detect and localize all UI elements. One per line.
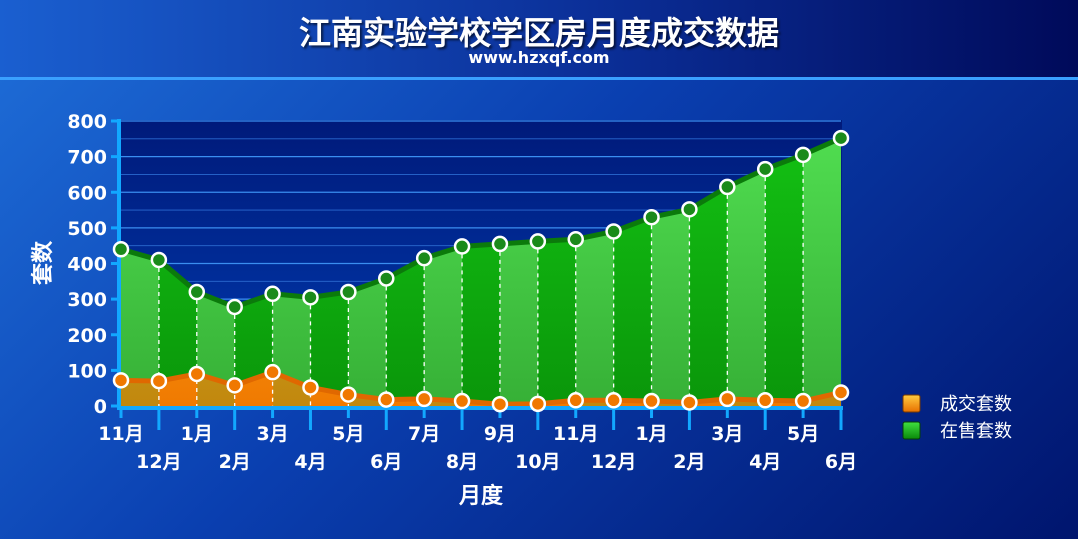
point-listing: [226, 298, 243, 316]
point-listing: [188, 283, 206, 301]
point-deals: [453, 392, 471, 410]
point-deals: [567, 392, 584, 409]
point-deals: [794, 392, 812, 410]
x-tick-label: 5月: [787, 423, 819, 445]
point-listing: [643, 208, 660, 226]
header-divider: [0, 77, 1078, 80]
x-tick-label: 11月: [553, 423, 598, 445]
x-tick-label: 12月: [591, 451, 636, 473]
point-deals: [188, 365, 206, 383]
legend-swatch-listing: [902, 421, 921, 440]
x-tick-label: 4月: [749, 451, 781, 473]
x-tick-label: 10月: [515, 451, 560, 473]
point-deals: [832, 384, 850, 401]
point-deals: [605, 392, 622, 409]
point-deals: [681, 394, 698, 411]
point-listing: [415, 249, 433, 267]
x-tick-label: 3月: [711, 423, 743, 445]
x-tick-label: 4月: [294, 451, 326, 473]
x-tick-label: 6月: [370, 451, 402, 473]
y-tick-label: 500: [67, 218, 107, 240]
point-listing: [681, 201, 698, 218]
y-tick-label: 300: [67, 289, 107, 311]
x-tick-label: 7月: [408, 423, 440, 445]
legend-label-deals: 成交套数: [940, 394, 1012, 415]
point-listing: [378, 270, 395, 287]
x-tick-label: 1月: [635, 423, 667, 445]
x-tick-label: 11月: [98, 423, 143, 445]
legend-swatch-deals: [902, 394, 921, 413]
x-tick-label: 8月: [446, 451, 478, 473]
point-listing: [491, 235, 509, 253]
point-listing: [150, 251, 168, 269]
point-deals: [150, 372, 168, 390]
data-points: [112, 129, 850, 413]
y-tick-label: 400: [67, 254, 107, 276]
x-tick-label: 9月: [484, 423, 516, 445]
x-tick-label: 6月: [825, 451, 857, 473]
point-listing: [264, 285, 281, 303]
point-listing: [719, 178, 736, 196]
point-listing: [567, 231, 584, 248]
point-deals: [112, 372, 130, 389]
y-tick-label: 700: [67, 147, 107, 169]
y-axis-title: 套数: [30, 240, 56, 285]
axes: [111, 119, 843, 430]
point-deals: [529, 395, 547, 413]
legend-label-listing: 在售套数: [940, 421, 1012, 442]
x-tick-label: 2月: [219, 451, 251, 473]
point-listing: [340, 283, 357, 301]
point-deals: [264, 363, 281, 381]
point-listing: [605, 223, 622, 240]
point-listing: [112, 241, 130, 258]
point-listing: [302, 289, 319, 306]
x-tick-label: 5月: [332, 423, 364, 445]
header-bar: [0, 0, 1078, 78]
x-tick-label: 2月: [673, 451, 705, 473]
point-listing: [453, 238, 471, 255]
point-deals: [643, 392, 660, 410]
point-deals: [719, 390, 736, 408]
y-tick-label: 100: [67, 360, 107, 382]
point-listing: [529, 233, 547, 250]
y-tick-label: 800: [67, 111, 107, 133]
point-deals: [491, 395, 509, 413]
area-band: [803, 138, 841, 406]
y-tick-label: 600: [67, 182, 107, 204]
point-listing: [832, 129, 850, 147]
point-listing: [756, 160, 774, 178]
point-deals: [415, 390, 433, 408]
x-axis-title: 月度: [458, 483, 504, 509]
point-deals: [378, 391, 395, 408]
point-deals: [756, 392, 774, 409]
tick-labels: 010020030040050060070080011月12月1月2月3月4月5…: [67, 111, 857, 473]
x-tick-label: 12月: [136, 451, 181, 473]
page-subtitle: www.hzxqf.com: [468, 48, 610, 67]
point-deals: [226, 377, 243, 394]
area-band: [765, 138, 804, 406]
point-deals: [340, 386, 357, 403]
y-tick-label: 0: [94, 396, 107, 418]
legend: 成交套数 在售套数: [902, 394, 1012, 442]
point-listing: [794, 146, 812, 164]
page-title: 江南实验学校学区房月度成交数据: [298, 14, 779, 52]
y-tick-label: 200: [67, 325, 107, 347]
point-deals: [302, 379, 319, 396]
x-tick-label: 1月: [181, 423, 213, 445]
x-tick-label: 3月: [256, 423, 288, 445]
